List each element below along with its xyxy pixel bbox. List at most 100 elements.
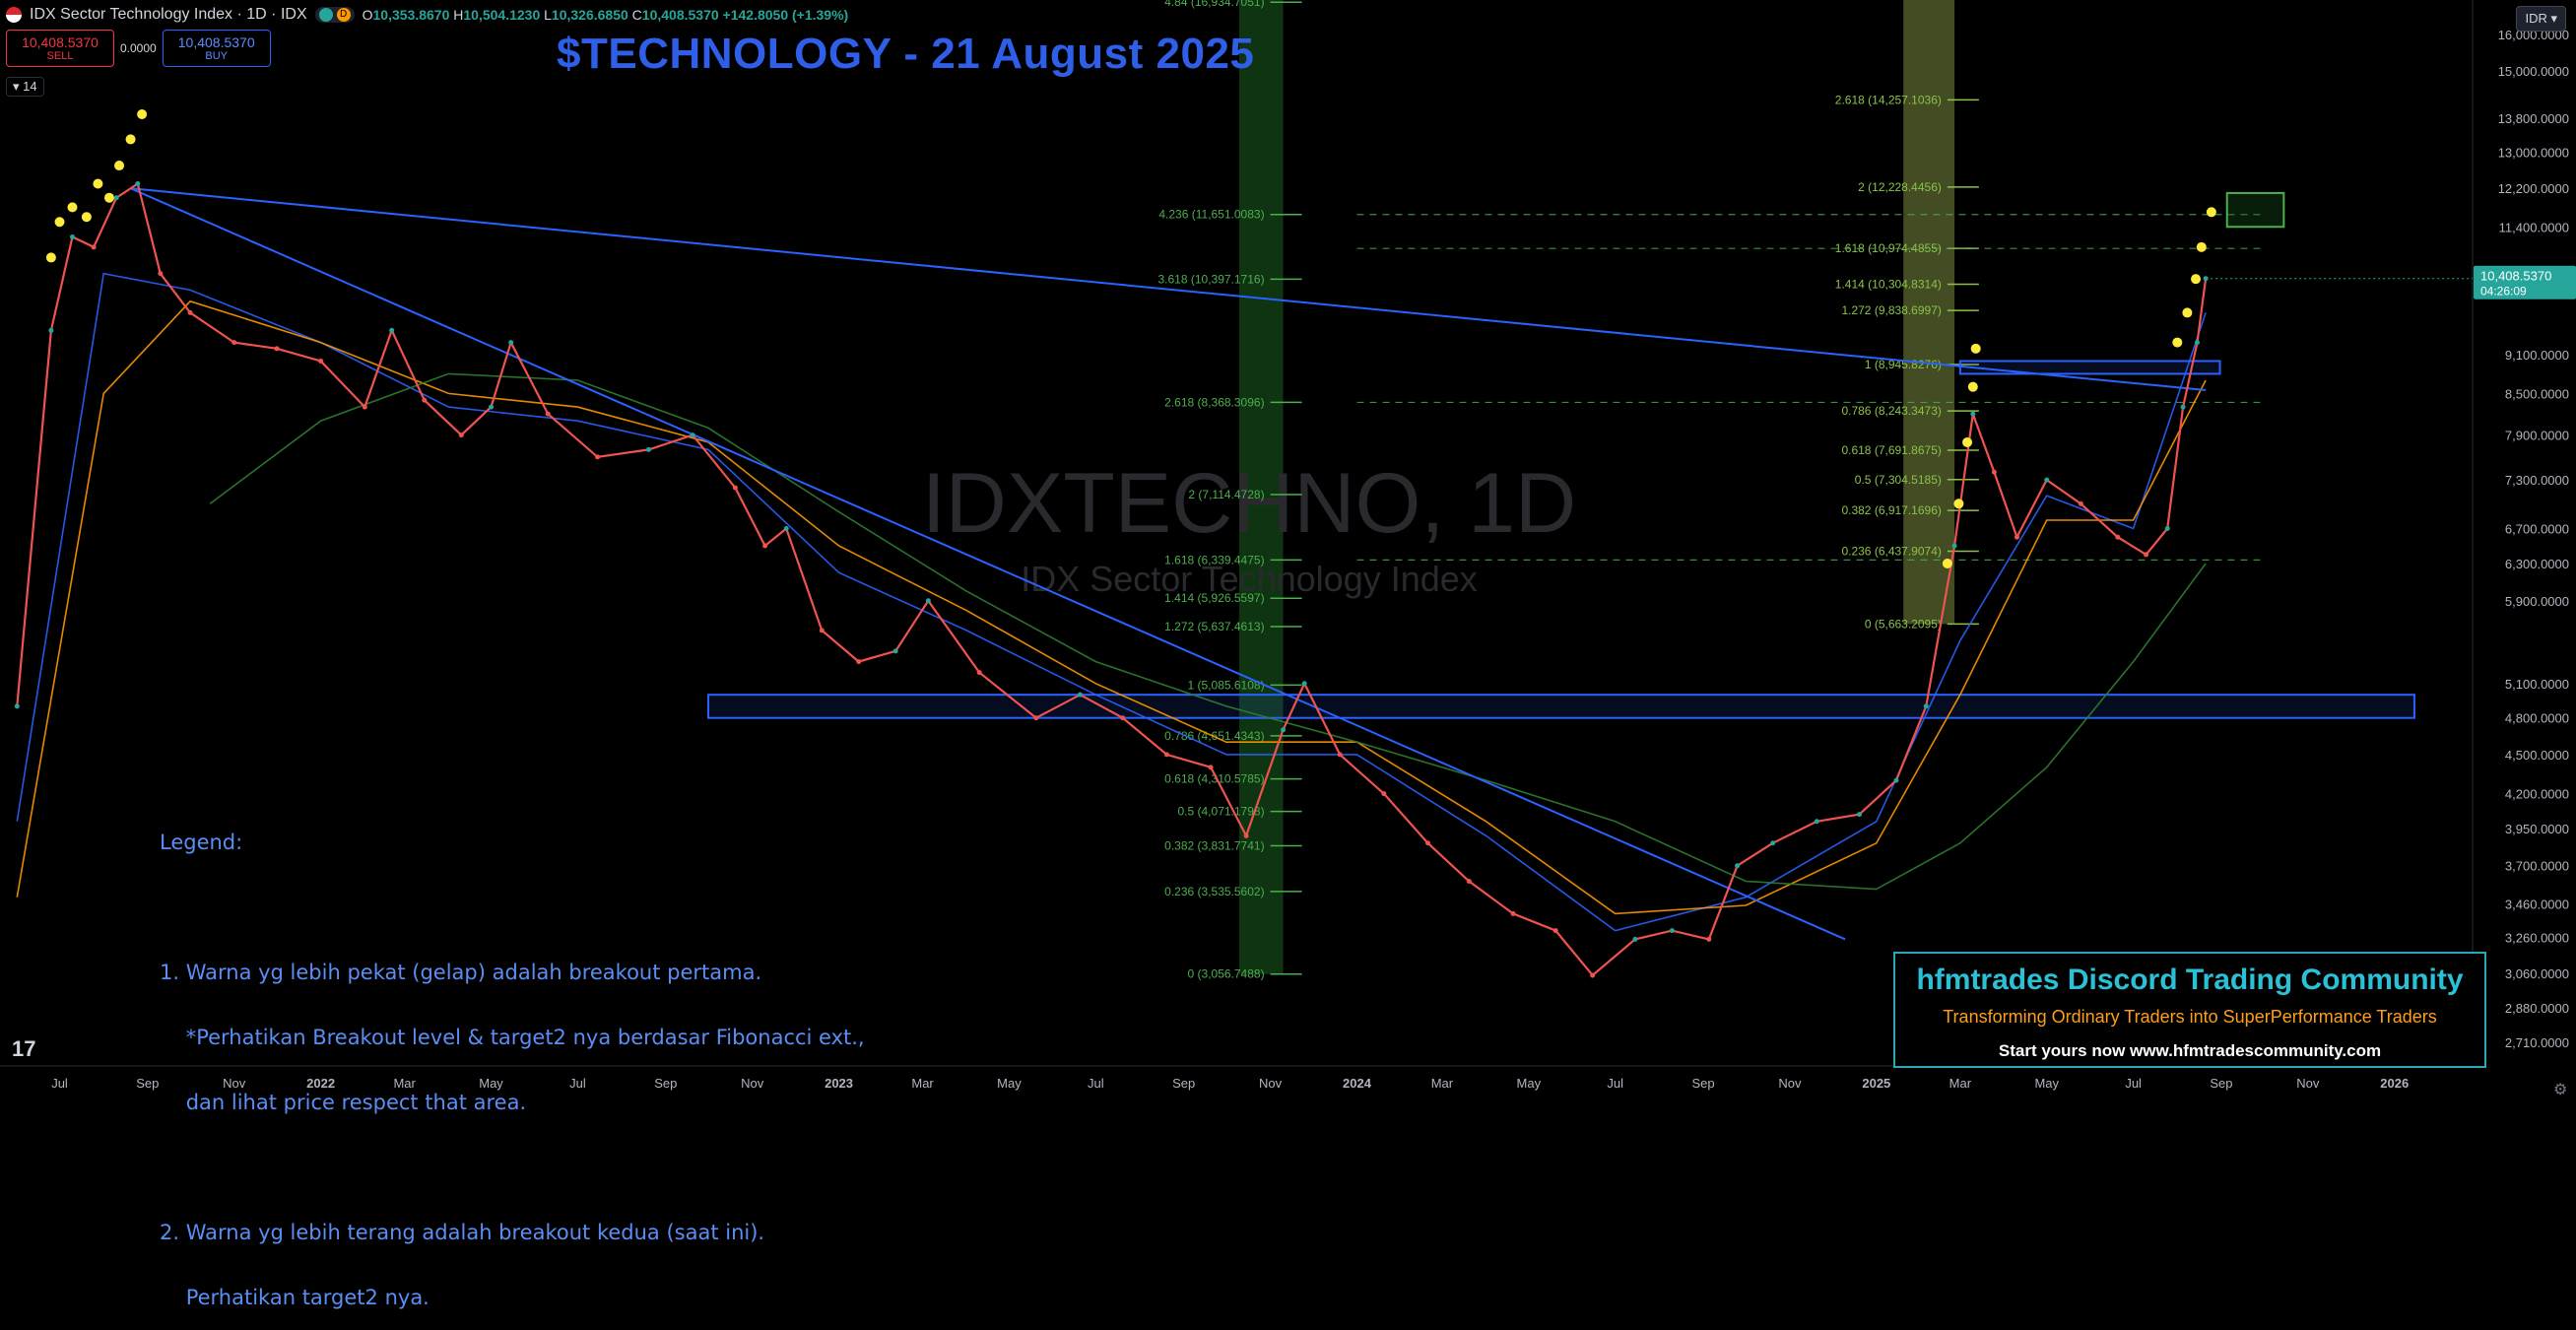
change-value: +142.8050 (+1.39%) [722, 7, 849, 23]
x-tick-label: Sep [1691, 1076, 1714, 1091]
y-tick-label: 3,700.0000 [2505, 859, 2569, 874]
fib-label: 4.236 (11,651.0083) [1158, 208, 1264, 222]
chart-title: $TECHNOLOGY - 21 August 2025 [557, 30, 1255, 78]
moving-average-1 [16, 299, 2207, 915]
signal-marker-10 [1953, 499, 1964, 509]
price-point [1466, 878, 1472, 884]
signal-marker-18 [2206, 207, 2216, 218]
price-point [819, 628, 825, 633]
x-tick-label: Nov [223, 1076, 246, 1091]
trade-panel: 10,408.5370 SELL 0.0000 10,408.5370 BUY [6, 30, 271, 67]
price-point [1078, 692, 1084, 698]
y-tick-label: 13,800.0000 [2498, 111, 2569, 126]
fib-columns [1238, 0, 1955, 974]
price-point [113, 195, 119, 201]
x-tick-label: May [479, 1076, 503, 1091]
x-tick-label: 2026 [2380, 1076, 2409, 1091]
x-tick-label: Sep [1172, 1076, 1195, 1091]
signal-marker-15 [2182, 307, 2193, 318]
price-point [458, 432, 464, 438]
price-point [1632, 936, 1638, 942]
y-tick-label: 11,400.0000 [2499, 220, 2569, 234]
tradingview-logo[interactable]: 17 [12, 1036, 36, 1061]
x-tick-label: Sep [2210, 1076, 2232, 1091]
low-value: 10,326.6850 [551, 7, 628, 23]
spread-value: 0.0000 [120, 41, 157, 55]
indicators-toggle[interactable]: ▾ 14 [6, 77, 44, 97]
x-tick-label: May [997, 1076, 1022, 1091]
price-point [1970, 411, 1976, 417]
signal-marker-6 [114, 161, 125, 171]
x-axis: Jul Sep Nov 2022 Mar May Jul Sep Nov 2023 Mar May Ju… [0, 1065, 2473, 1091]
price-point [1893, 777, 1899, 783]
price-point [976, 670, 982, 676]
signal-marker-3 [81, 212, 92, 223]
trendlines [130, 187, 2207, 941]
fib-label: 1.272 (9,838.6997) [1841, 303, 1941, 317]
price-point [1923, 703, 1929, 709]
ohlc-values: O10,353.8670 H10,504.1230 L10,326.6850 C… [362, 7, 849, 23]
price-chart[interactable]: IDXTECHNO, 1D IDX Sector Technology Inde… [0, 0, 2576, 1096]
price-point [48, 327, 54, 333]
buy-label: BUY [205, 50, 229, 62]
fib-label: 1.618 (6,339.4475) [1164, 553, 1264, 566]
fib-label: 1.414 (10,304.8314) [1835, 277, 1942, 291]
price-point [892, 648, 898, 654]
x-tick-label: May [2034, 1076, 2059, 1091]
fib-label: 2.618 (14,257.1036) [1835, 93, 1942, 106]
last-price-box [2474, 265, 2576, 299]
price-point [783, 526, 789, 532]
fib-label: 1 (5,085.6108) [1188, 678, 1265, 692]
fib-label: 2 (7,114.4728) [1188, 488, 1264, 501]
x-tick-label: Jul [1088, 1076, 1104, 1091]
price-point [595, 454, 601, 460]
fib-label: 0.786 (4,651.4343) [1164, 729, 1264, 743]
gear-icon[interactable]: ⚙ [2553, 1082, 2568, 1098]
sell-button[interactable]: 10,408.5370 SELL [6, 30, 114, 67]
indicator-count: 14 [23, 79, 37, 94]
price-point [1301, 681, 1307, 687]
price-point [389, 327, 395, 333]
price-point [1669, 928, 1675, 934]
price-point [318, 358, 324, 364]
x-tick-label: Jul [1607, 1076, 1623, 1091]
support-zone-0 [706, 694, 2415, 719]
sell-price: 10,408.5370 [22, 34, 99, 50]
price-point [1033, 715, 1039, 721]
promo-cta[interactable]: Start yours now www.hfmtradescommunity.c… [1998, 1041, 2382, 1060]
x-tick-label: Nov [1259, 1076, 1283, 1091]
fib-label: 0.236 (6,437.9074) [1841, 545, 1941, 559]
price-point [645, 446, 651, 452]
x-tick-label: Sep [654, 1076, 677, 1091]
currency-selector[interactable]: IDR ▾ [2516, 6, 2566, 32]
price-point [14, 703, 20, 709]
fib-label: 2 (12,228.4456) [1858, 180, 1942, 194]
legend-item2-line1: 2. Warna yg lebih terang adalah breakout… [160, 1221, 765, 1244]
price-point [1163, 752, 1169, 758]
price-point [1590, 972, 1596, 978]
x-tick-label: 2022 [306, 1076, 335, 1091]
close-value: 10,408.5370 [641, 7, 719, 23]
y-tick-label: 7,900.0000 [2505, 429, 2569, 443]
promo-subtitle: Transforming Ordinary Traders into Super… [1943, 1007, 2437, 1027]
y-tick-label: 8,500.0000 [2505, 386, 2569, 401]
y-tick-label: 15,000.0000 [2498, 64, 2569, 79]
buy-button[interactable]: 10,408.5370 BUY [162, 30, 271, 67]
symbol-name[interactable]: IDX Sector Technology Index · 1D · IDX [30, 6, 307, 23]
status-pill[interactable]: D [314, 7, 355, 23]
price-point [1510, 910, 1516, 916]
fib-label: 2.618 (8,368.3096) [1164, 395, 1264, 409]
price-point [1770, 840, 1776, 846]
marker-points [45, 109, 2216, 569]
fib-label: 1 (8,945.8276) [1865, 358, 1942, 371]
promo-box: hfmtrades Discord Trading Community Tran… [1893, 952, 2486, 1068]
legend-note: Legend: 1. Warna yg lebih pekat (gelap) … [160, 788, 865, 1330]
y-tick-label: 3,950.0000 [2505, 822, 2569, 836]
price-point [1552, 928, 1558, 934]
signal-marker-11 [1962, 436, 1973, 447]
price-point [231, 340, 237, 346]
x-tick-label: Sep [136, 1076, 159, 1091]
price-point [1243, 832, 1249, 838]
y-tick-label: 2,880.0000 [2505, 1001, 2569, 1016]
x-tick-label: 2023 [825, 1076, 853, 1091]
